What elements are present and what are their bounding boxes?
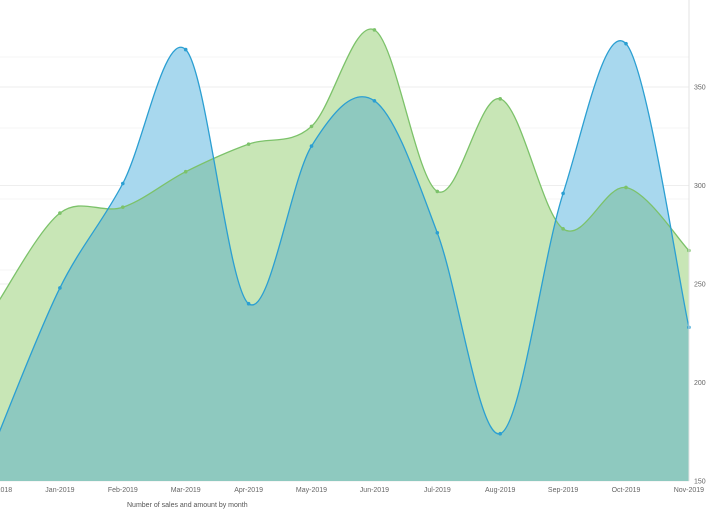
x-tick-label: Feb-2019 — [108, 487, 138, 494]
series-1-point — [624, 185, 628, 190]
x-tick-label: Aug-2019 — [485, 487, 515, 494]
series-line-2 — [0, 40, 689, 435]
x-tick-label: Oct-2019 — [612, 487, 641, 494]
x-tick-label: Dec-2018 — [0, 487, 12, 494]
x-tick-label: Nov-2019 — [674, 487, 704, 494]
x-tick-label: Apr-2019 — [234, 487, 263, 494]
x-tick-label: Sep-2019 — [548, 487, 578, 494]
series-2-point — [561, 191, 565, 196]
series-2-point — [58, 286, 62, 290]
y-tick-label: 250 — [694, 282, 706, 289]
series-2-point — [372, 98, 377, 103]
series-2-point — [309, 144, 314, 148]
series-2-point — [435, 230, 440, 235]
series-2-point — [246, 301, 251, 306]
y-axis-ticks: 150 200 250 300 350 — [694, 85, 706, 486]
x-axis-ticks: Dec-2018 Jan-2019 Feb-2019 Mar-2019 Apr-2019… — [0, 487, 704, 494]
x-tick-label: Jun-2019 — [360, 487, 389, 494]
series-2-point — [183, 47, 188, 52]
chart-caption: Number of sales and amount by month — [127, 502, 248, 509]
series-1-point — [435, 189, 440, 194]
series-1-point — [498, 97, 503, 101]
x-tick-label: Jan-2019 — [45, 487, 74, 494]
series-1-point — [246, 142, 251, 146]
x-tick-label: Jul-2019 — [424, 487, 451, 494]
series-1-point — [309, 124, 314, 129]
x-tick-label: May-2019 — [296, 487, 327, 494]
y-tick-label: 150 — [694, 479, 706, 486]
series-2-point — [624, 41, 628, 46]
y-tick-label: 350 — [694, 85, 706, 92]
series-1-point — [372, 28, 377, 32]
series-2-point — [121, 181, 125, 186]
series-1-point — [183, 169, 188, 174]
x-tick-label: Mar-2019 — [171, 487, 201, 494]
series-1-point — [58, 211, 62, 215]
y-tick-label: 300 — [694, 183, 706, 190]
series-points — [58, 28, 691, 436]
series-2-point — [498, 431, 503, 436]
series-1-point — [561, 227, 565, 231]
series-1-point — [121, 205, 125, 209]
area-series — [0, 29, 689, 481]
y-tick-label: 200 — [694, 380, 706, 387]
